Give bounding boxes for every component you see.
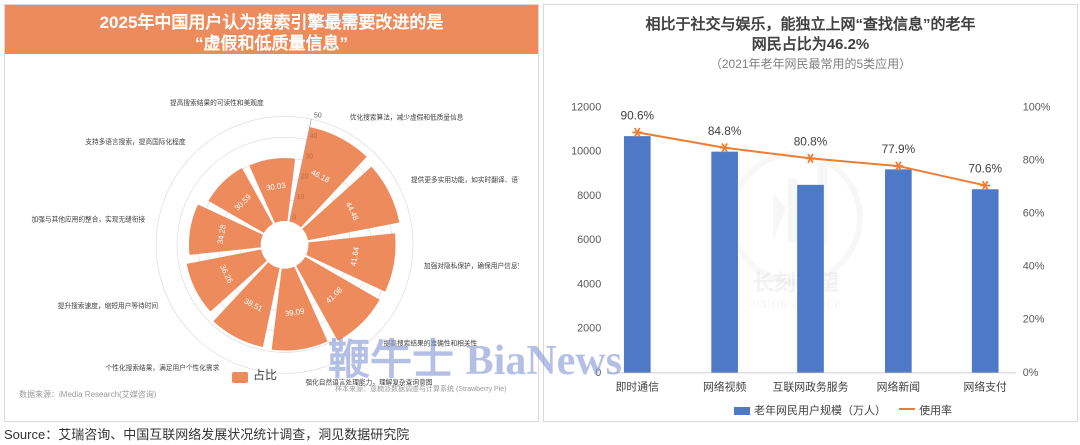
svg-text:6000: 6000 (577, 234, 601, 246)
svg-text:提供更多实用功能，如实时翻译、语音搜索: 提供更多实用功能，如实时翻译、语音搜索 (411, 175, 519, 184)
svg-text:0: 0 (292, 215, 296, 222)
svg-text:10: 10 (296, 194, 304, 201)
svg-text:50: 50 (314, 112, 322, 119)
svg-text:VISION FINANCE: VISION FINANCE (749, 300, 842, 311)
svg-text:加强与其他应用的整合，实现无缝衔接: 加强与其他应用的整合，实现无缝衔接 (31, 215, 145, 224)
svg-text:80%: 80% (1023, 154, 1045, 166)
svg-text:12000: 12000 (571, 101, 601, 113)
svg-text:90.6%: 90.6% (621, 109, 655, 123)
svg-text:网络新闻: 网络新闻 (877, 380, 920, 394)
svg-text:40%: 40% (1023, 261, 1045, 273)
svg-text:70.6%: 70.6% (968, 162, 1002, 176)
svg-text:网络视频: 网络视频 (703, 380, 747, 394)
svg-text:10000: 10000 (571, 146, 601, 158)
svg-text:4000: 4000 (577, 278, 601, 290)
svg-text:77.9%: 77.9% (882, 142, 916, 156)
svg-text:个性化搜索结果，满足用户个性化需求: 个性化搜索结果，满足用户个性化需求 (105, 363, 219, 372)
svg-text:提高搜索结果的可读性和美观度: 提高搜索结果的可读性和美观度 (170, 98, 264, 107)
svg-text:84.8%: 84.8% (708, 124, 742, 138)
svg-text:0%: 0% (1023, 367, 1039, 379)
svg-text:加强对隐私保护，确保用户信息安全: 加强对隐私保护，确保用户信息安全 (424, 261, 520, 270)
svg-text:网络支付: 网络支付 (964, 380, 1008, 394)
svg-text:2000: 2000 (577, 323, 601, 335)
svg-text:60%: 60% (1023, 208, 1045, 220)
svg-text:100%: 100% (1023, 101, 1051, 113)
svg-text:长刻表望: 长刻表望 (752, 270, 839, 295)
svg-text:8000: 8000 (577, 190, 601, 202)
svg-text:20: 20 (301, 174, 309, 181)
svg-text:30: 30 (305, 153, 313, 160)
svg-text:互联网政务服务: 互联网政务服务 (773, 380, 849, 394)
svg-text:支持多语言搜索，提高国际化程度: 支持多语言搜索，提高国际化程度 (85, 137, 186, 146)
svg-text:提升搜索速度，缩短用户等待时间: 提升搜索速度，缩短用户等待时间 (58, 301, 159, 310)
svg-text:40: 40 (309, 133, 317, 140)
svg-text:80.8%: 80.8% (794, 135, 828, 149)
svg-text:优化搜索算法，减少虚假和低质量信息: 优化搜索算法，减少虚假和低质量信息 (350, 113, 464, 122)
svg-text:20%: 20% (1023, 314, 1045, 326)
